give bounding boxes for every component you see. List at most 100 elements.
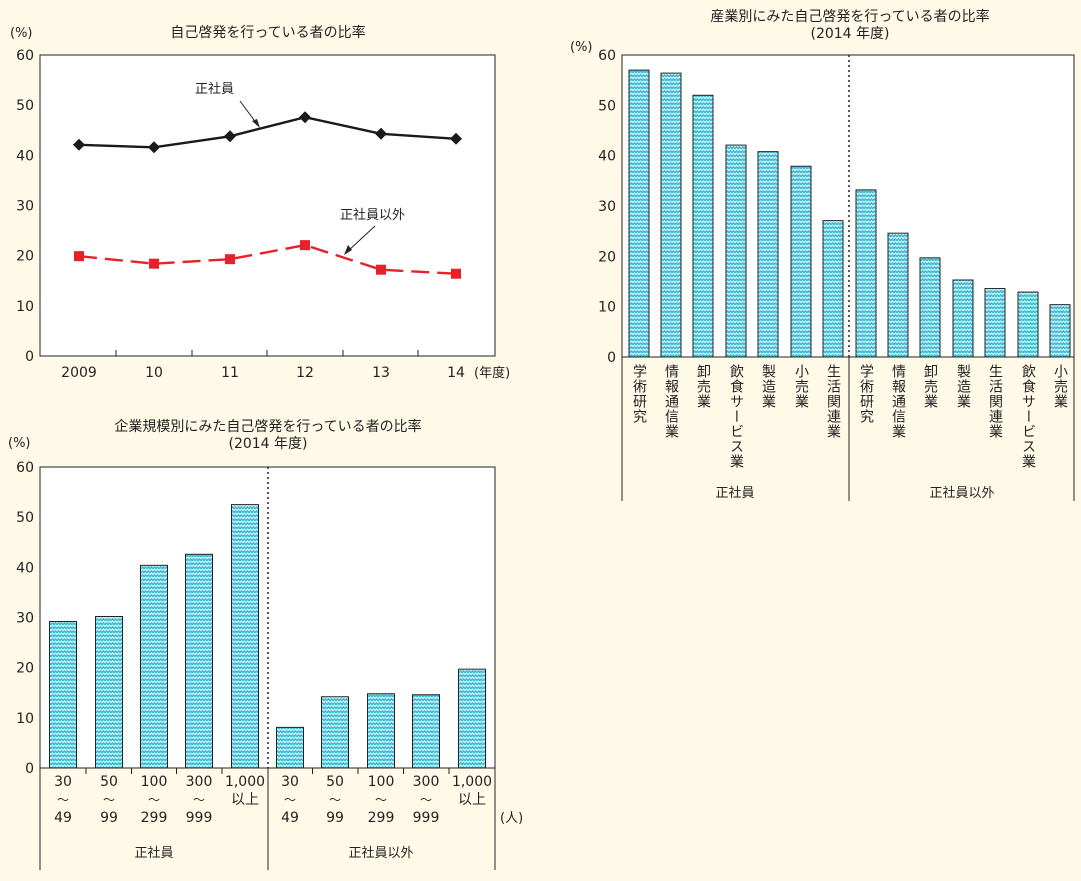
x-category-label: 学術研究 <box>858 364 874 424</box>
x-category-label: 卸売業 <box>695 364 711 409</box>
y-tick-label: 40 <box>16 560 34 576</box>
bar <box>790 165 812 358</box>
chart3-y-axis: 0 10 20 30 40 50 60 <box>16 460 34 777</box>
series-line-seishain-igai <box>78 243 457 275</box>
chart3-x-axis: 30 〜 49 50 〜 99 100 〜 299 300 〜 999 1,000 以上 30 〜 49 50 〜 9… <box>54 768 492 826</box>
y-tick-label: 50 <box>16 510 34 526</box>
x-category-label: 学術研究 <box>631 364 647 424</box>
y-tick-label: 0 <box>607 350 616 366</box>
x-category-label: 〜 <box>193 793 205 807</box>
data-point-seishain <box>375 127 387 140</box>
line-chart: 自己啓発を行っている者の比率 (%) 0 10 20 30 40 50 60 2009 10 1… <box>10 24 510 381</box>
y-tick-label: 0 <box>25 349 34 365</box>
bar <box>458 668 486 769</box>
data-point-seishain <box>224 130 236 143</box>
data-point-seishain-igai <box>225 254 235 265</box>
bar <box>231 504 259 769</box>
x-category-label: 300 <box>413 774 440 790</box>
x-category-label: 299 <box>141 810 168 826</box>
x-category-label: 100 <box>141 774 168 790</box>
chart3-subtitle: (2014 年度) <box>228 436 307 452</box>
x-category-label: 卸売業 <box>922 364 938 409</box>
bar <box>367 693 395 769</box>
bar <box>660 72 682 358</box>
chart1-x-axis: 2009 10 11 12 13 14 <box>61 350 465 381</box>
x-category-label: 〜 <box>375 793 387 807</box>
chart3-x-unit: (人) <box>500 811 523 826</box>
x-category-label: 小売業 <box>1052 364 1068 409</box>
x-category-label: 50 <box>326 774 344 790</box>
bar <box>692 94 714 358</box>
x-category-label: 50 <box>100 774 118 790</box>
company-size-bar-chart: 企業規模別にみた自己啓発を行っている者の比率 (2014 年度) (%) 0 10… <box>8 418 523 870</box>
x-category-label: 情報通信業 <box>890 364 906 439</box>
x-category-label: 49 <box>54 810 72 826</box>
bar <box>757 151 779 358</box>
y-tick-label: 10 <box>16 299 34 315</box>
y-tick-label: 10 <box>16 711 34 727</box>
x-category-label: 30 <box>281 774 299 790</box>
y-tick-label: 50 <box>16 98 34 114</box>
x-category-label: 〜 <box>284 793 296 807</box>
y-tick-label: 40 <box>16 148 34 164</box>
x-tick-label: 12 <box>296 365 314 381</box>
y-tick-label: 60 <box>598 48 616 64</box>
data-point-seishain-igai <box>451 268 461 279</box>
chart2-plot-area <box>621 54 1075 358</box>
bar <box>412 694 440 769</box>
bar <box>321 696 349 769</box>
y-tick-label: 20 <box>16 249 34 265</box>
x-category-label: 生活関連業 <box>987 364 1003 439</box>
bar <box>49 621 77 769</box>
y-tick-label: 50 <box>598 98 616 114</box>
x-category-label: 1,000 <box>452 774 492 790</box>
y-tick-label: 20 <box>16 661 34 677</box>
bar <box>276 726 304 769</box>
data-point-seishain <box>148 141 160 154</box>
bar <box>952 279 974 358</box>
data-point-seishain <box>450 132 462 145</box>
chart2-title: 産業別にみた自己啓発を行っている者の比率 <box>710 8 989 25</box>
y-tick-label: 10 <box>598 300 616 316</box>
x-tick-label: 13 <box>372 365 390 381</box>
bar <box>887 232 909 358</box>
y-tick-label: 60 <box>16 48 34 64</box>
bar <box>855 189 877 358</box>
chart1-series <box>73 111 462 279</box>
chart2-x-axis: 学術研究 情報通信業 卸売業 飲食サービス業 製造業 小売業 生活関連業 学術研究 情報通信業卸… <box>631 364 1068 469</box>
x-category-label: 99 <box>326 810 344 826</box>
series-label-seishain-igai: 正社員以外 <box>340 207 405 223</box>
bar <box>140 564 168 769</box>
chart3-title: 企業規模別にみた自己啓発を行っている者の比率 <box>114 418 421 435</box>
x-category-label: 300 <box>186 774 213 790</box>
x-category-label: 〜 <box>57 793 69 807</box>
bar <box>95 615 123 769</box>
x-category-label: 999 <box>186 810 213 826</box>
x-category-label: 100 <box>368 774 395 790</box>
chart1-plot-area <box>39 54 496 357</box>
x-category-label: 飲食サービス業 <box>1020 364 1036 469</box>
x-category-label: 小売業 <box>793 364 809 409</box>
bar <box>822 220 844 358</box>
series-label-seishain: 正社員 <box>195 81 234 97</box>
y-tick-label: 20 <box>598 249 616 265</box>
x-tick-label: 10 <box>145 365 163 381</box>
chart2-y-axis: 0 10 20 30 40 50 60 <box>598 48 616 366</box>
industry-bar-chart: 産業別にみた自己啓発を行っている者の比率 (2014 年度) (%) 0 10 20… <box>570 8 1075 501</box>
bar <box>1049 304 1071 358</box>
chart1-x-unit: (年度) <box>474 365 510 381</box>
bar <box>919 257 941 358</box>
chart3-group-label-seishain-igai: 正社員以外 <box>348 845 413 861</box>
series-pointer-arrowhead <box>344 245 352 255</box>
chart1-y-axis: 0 10 20 30 40 50 60 <box>16 48 34 365</box>
x-category-label: 〜 <box>148 793 160 807</box>
x-category-label: 〜 <box>329 793 341 807</box>
x-category-label: 〜 <box>103 793 115 807</box>
chart2-subtitle: (2014 年度) <box>810 26 889 42</box>
bar <box>984 288 1006 358</box>
chart2-group-label-seishain: 正社員 <box>715 485 754 501</box>
data-point-seishain <box>299 111 311 124</box>
x-category-label: 1,000 <box>225 774 265 790</box>
x-category-label: 情報通信業 <box>663 364 679 439</box>
